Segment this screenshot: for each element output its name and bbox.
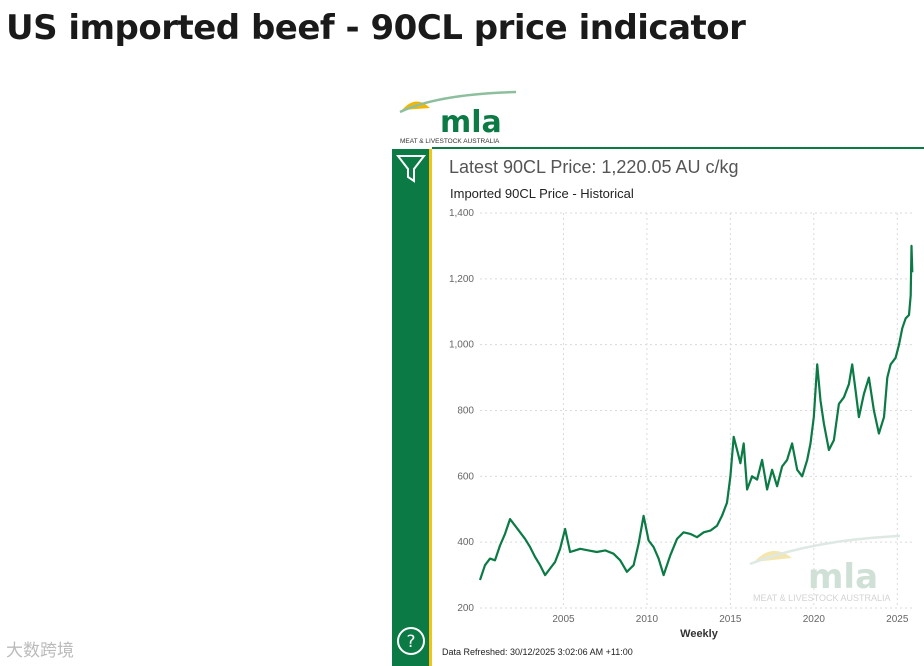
mla-logo: mla MEAT & LIVESTOCK AUSTRALIA xyxy=(399,90,517,145)
report-sidebar xyxy=(392,149,432,666)
x-tick-label: 2025 xyxy=(886,614,909,625)
x-tick-label: 2010 xyxy=(636,614,659,625)
y-tick-label: 1,400 xyxy=(449,208,474,219)
help-icon[interactable]: ? xyxy=(396,626,426,656)
latest-price-label: Latest 90CL Price: 1,220.05 AU c/kg xyxy=(449,157,739,177)
y-tick-label: 200 xyxy=(457,603,474,614)
svg-text:?: ? xyxy=(406,632,415,652)
x-axis-title: Weekly xyxy=(680,628,719,640)
source-watermark: 大数跨境 xyxy=(6,641,74,661)
y-tick-label: 1,000 xyxy=(449,340,474,351)
y-axis: 200 400 600 800 1,000 1,200 1,400 xyxy=(449,208,474,614)
chart-watermark-subtitle: MEAT & LIVESTOCK AUSTRALIA xyxy=(753,593,891,603)
y-tick-label: 800 xyxy=(457,406,474,417)
y-tick-label: 600 xyxy=(457,471,474,482)
series-line xyxy=(478,244,914,581)
y-tick-label: 1,200 xyxy=(449,274,474,285)
logo-wordmark: mla xyxy=(440,105,502,140)
chart-watermark-wordmark: mla xyxy=(808,557,878,597)
y-tick-label: 400 xyxy=(457,537,474,548)
logo-subtitle: MEAT & LIVESTOCK AUSTRALIA xyxy=(400,138,500,145)
chart-watermark: mla MEAT & LIVESTOCK AUSTRALIA xyxy=(749,534,901,603)
data-refreshed-label: Data Refreshed: 30/12/2025 3:02:06 AM +1… xyxy=(442,647,633,657)
x-tick-label: 2020 xyxy=(803,614,826,625)
report-top-border xyxy=(432,147,924,149)
filter-icon[interactable] xyxy=(396,153,426,185)
x-tick-label: 2015 xyxy=(719,614,742,625)
page-title: US imported beef - 90CL price indicator xyxy=(6,8,746,48)
chart-grid xyxy=(480,212,914,609)
chart-title: Imported 90CL Price - Historical xyxy=(450,186,634,201)
x-tick-label: 2005 xyxy=(552,614,575,625)
series-layer xyxy=(478,244,914,581)
price-line-chart: mla MEAT & LIVESTOCK AUSTRALIA 200 400 600… xyxy=(449,208,914,640)
x-axis: 2005 2010 2015 2020 2025 xyxy=(552,614,909,625)
